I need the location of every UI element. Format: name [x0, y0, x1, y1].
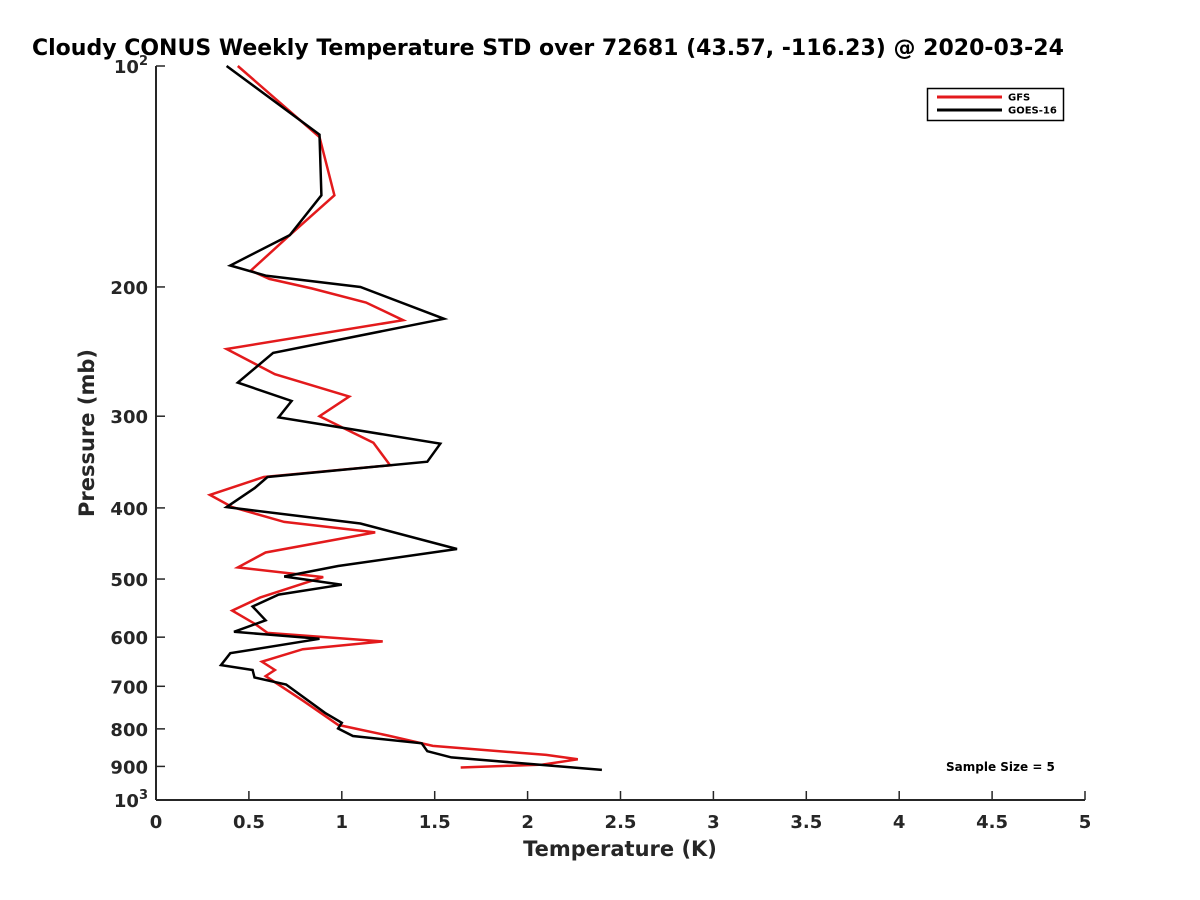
y-tick-label: 600	[110, 628, 148, 649]
y-axis-label: Pressure (mb)	[75, 349, 99, 517]
y-tick-label: 103	[114, 788, 148, 812]
x-tick-label: 4	[893, 812, 906, 833]
chart-title: Cloudy CONUS Weekly Temperature STD over…	[32, 36, 1064, 61]
y-tick-label: 200	[110, 278, 148, 299]
x-tick-label: 5	[1079, 812, 1092, 833]
legend: GFS GOES-16	[926, 87, 1065, 122]
x-tick-label: 3.5	[790, 812, 822, 833]
x-tick-label: 3	[707, 812, 720, 833]
y-tick-label: 700	[110, 677, 148, 698]
legend-box	[926, 87, 1065, 122]
y-tick-label: 300	[110, 407, 148, 428]
y-tick-label: 400	[110, 499, 148, 520]
legend-label-gfs: GFS	[1008, 93, 1030, 104]
series-line-gfs	[206, 65, 578, 769]
y-tick-label: 800	[110, 720, 148, 741]
x-tick-label: 1	[336, 812, 349, 833]
x-tick-label: 0	[150, 812, 163, 833]
legend-label-goes16: GOES-16	[1008, 106, 1057, 117]
x-axis-label: Temperature (K)	[523, 837, 717, 861]
x-tick-label: 0.5	[233, 812, 265, 833]
x-tick-label: 1.5	[419, 812, 451, 833]
series-line-goes16	[218, 64, 603, 772]
sample-size-annotation: Sample Size = 5	[946, 760, 1055, 774]
x-tick-label: 2.5	[605, 812, 637, 833]
x-tick-label: 4.5	[976, 812, 1008, 833]
y-tick-label: 500	[110, 570, 148, 591]
y-tick-label: 102	[114, 54, 148, 78]
y-axis: 102 200 300 400 500 600 700 800 900 103	[110, 54, 165, 812]
y-tick-label: 900	[110, 757, 148, 778]
x-axis: 0 0.5 1 1.5 2 2.5 3 3.5 4 4.5 5	[150, 791, 1092, 833]
x-tick-label: 2	[521, 812, 534, 833]
series-layer	[206, 64, 603, 772]
